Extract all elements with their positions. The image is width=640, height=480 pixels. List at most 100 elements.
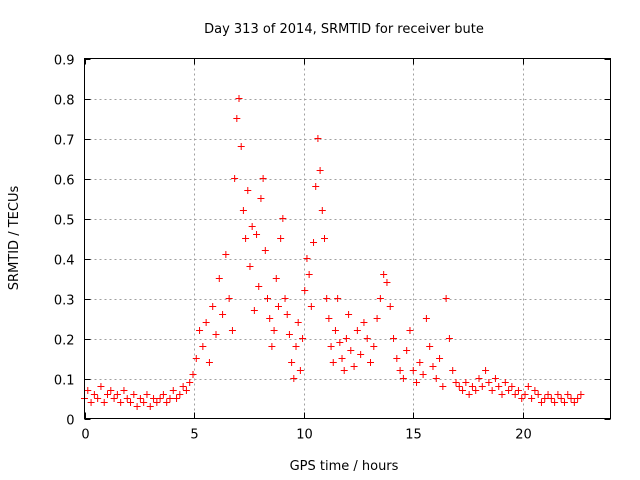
data-point (475, 375, 483, 382)
data-point (390, 335, 398, 342)
data-point (399, 375, 407, 382)
data-point (416, 359, 424, 366)
data-point (347, 347, 355, 354)
data-point (274, 303, 282, 310)
data-point (107, 387, 115, 394)
y-tick-label: 0.6 (54, 174, 75, 189)
data-point (84, 387, 92, 394)
y-tick-label: 0.3 (54, 294, 75, 309)
x-tick-label: 10 (296, 428, 313, 443)
data-point (307, 303, 315, 310)
data-point (551, 399, 559, 406)
data-point (253, 231, 261, 238)
y-tick-label: 0.4 (54, 254, 75, 269)
data-point (442, 295, 450, 302)
data-point (173, 395, 181, 402)
y-axis-label: SRMTID / TECUs (7, 186, 22, 291)
data-point (455, 383, 463, 390)
data-point (192, 355, 200, 362)
data-point (264, 295, 272, 302)
data-point (140, 399, 148, 406)
data-point (449, 367, 457, 374)
data-point (314, 135, 322, 142)
data-point (233, 115, 241, 122)
data-point (90, 391, 98, 398)
data-point (554, 391, 562, 398)
data-point (534, 391, 542, 398)
data-point (541, 395, 549, 402)
data-point (100, 399, 108, 406)
data-point (189, 371, 197, 378)
data-point (169, 387, 177, 394)
data-point (360, 319, 368, 326)
data-point (179, 383, 187, 390)
data-points (81, 95, 585, 410)
x-axis-label: GPS time / hours (290, 459, 399, 474)
data-point (268, 343, 276, 350)
data-point (478, 383, 486, 390)
data-point (383, 279, 391, 286)
data-point (231, 175, 239, 182)
grid-lines (84, 58, 611, 419)
data-point (574, 395, 582, 402)
data-point (156, 395, 164, 402)
data-point (537, 399, 545, 406)
data-point (518, 395, 526, 402)
data-point (567, 395, 575, 402)
y-tick-label: 0.9 (54, 54, 75, 69)
data-point (288, 359, 296, 366)
data-point (370, 343, 378, 350)
data-point (196, 327, 204, 334)
data-point (312, 183, 320, 190)
data-point (150, 395, 158, 402)
data-point (199, 343, 207, 350)
x-tick-label: 5 (190, 428, 198, 443)
data-point (570, 399, 578, 406)
data-point (219, 311, 227, 318)
data-point (225, 295, 233, 302)
data-point (514, 387, 522, 394)
data-point (130, 391, 138, 398)
data-point (97, 383, 105, 390)
data-point (350, 363, 358, 370)
data-point (117, 399, 125, 406)
data-point (182, 387, 190, 394)
chart-title: Day 313 of 2014, SRMTID for receiver but… (204, 22, 484, 37)
data-point (186, 379, 194, 386)
data-point (432, 375, 440, 382)
data-point (136, 395, 144, 402)
data-point (292, 343, 300, 350)
plot-frame (84, 58, 611, 419)
data-point (511, 391, 519, 398)
data-point (110, 395, 118, 402)
data-point (303, 255, 311, 262)
data-point (277, 235, 285, 242)
data-point (294, 319, 302, 326)
y-tick-label: 0.2 (54, 334, 75, 349)
data-point (272, 275, 280, 282)
data-point (123, 395, 131, 402)
data-point (146, 403, 154, 410)
data-point (283, 311, 291, 318)
data-point (153, 399, 161, 406)
data-point (250, 307, 258, 314)
data-point (345, 311, 353, 318)
data-point (419, 371, 427, 378)
data-point (209, 303, 217, 310)
data-point (429, 363, 437, 370)
data-point (323, 295, 331, 302)
data-point (163, 399, 171, 406)
data-point (143, 391, 151, 398)
data-point (531, 387, 539, 394)
data-point (202, 319, 210, 326)
data-point (336, 339, 344, 346)
data-point (237, 143, 245, 150)
data-point (325, 315, 333, 322)
data-point (215, 275, 223, 282)
data-point (331, 327, 339, 334)
data-point (87, 399, 95, 406)
y-tick-label: 0.1 (54, 374, 75, 389)
data-point (439, 383, 447, 390)
data-point (270, 327, 278, 334)
